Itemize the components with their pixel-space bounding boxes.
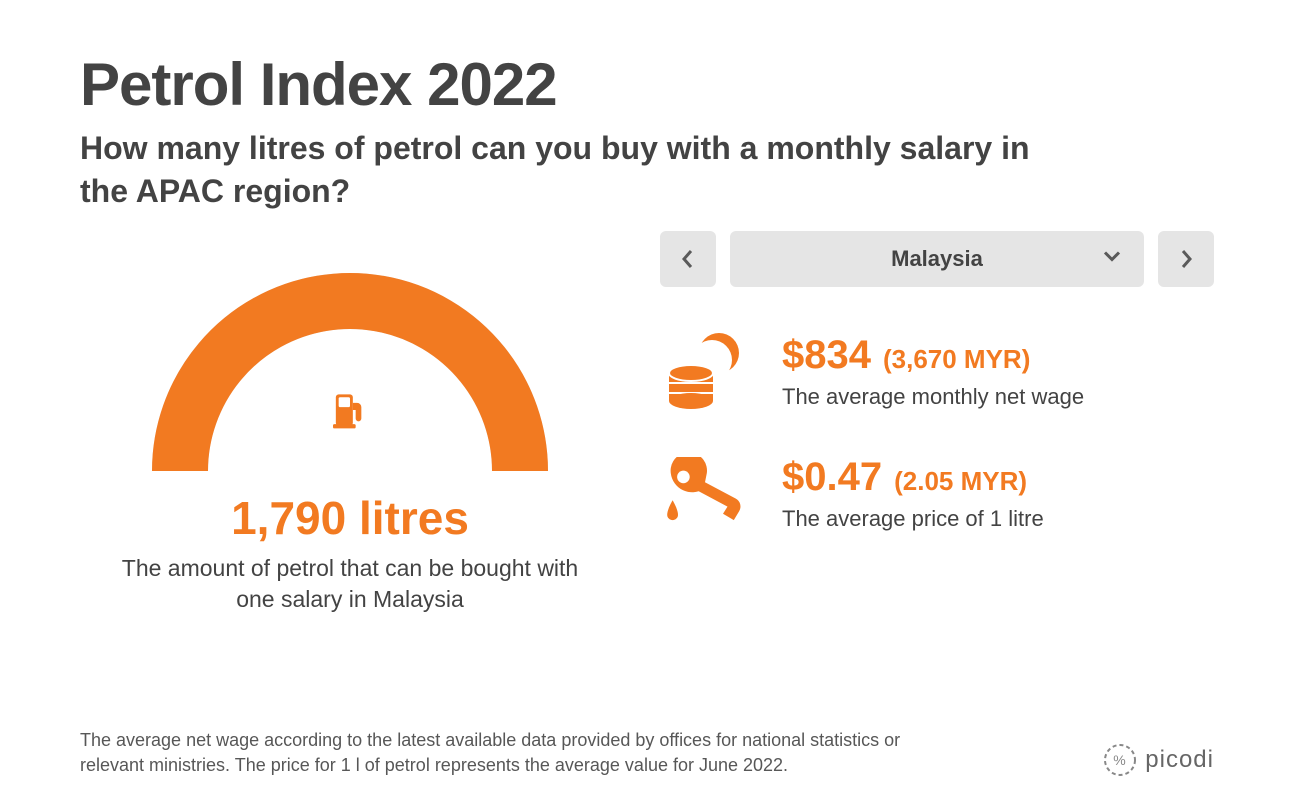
gauge-chart	[120, 241, 580, 471]
chevron-left-icon	[680, 249, 696, 269]
next-country-button[interactable]	[1158, 231, 1214, 287]
fuel-nozzle-icon	[660, 457, 750, 531]
svg-text:%: %	[1114, 752, 1127, 768]
brand-label: picodi	[1145, 746, 1214, 774]
litres-value: 1,790 litres	[100, 491, 600, 545]
stat-price-text: $0.47 (2.05 MYR) The average price of 1 …	[782, 455, 1044, 532]
right-panel: Malaysia	[620, 231, 1214, 655]
stat-wage-value: $834 (3,670 MYR)	[782, 333, 1084, 378]
stat-wage-main: $834	[782, 333, 871, 378]
stat-wage: $834 (3,670 MYR) The average monthly net…	[660, 331, 1214, 411]
stat-price-main: $0.47	[782, 455, 882, 500]
gauge-panel: 1,790 litres The amount of petrol that c…	[80, 231, 620, 655]
gauge-svg	[120, 241, 580, 471]
stat-price-caption: The average price of 1 litre	[782, 506, 1044, 532]
stat-price-sub: (2.05 MYR)	[894, 466, 1027, 497]
footnote: The average net wage according to the la…	[80, 728, 960, 777]
page-subtitle: How many litres of petrol can you buy wi…	[80, 127, 1080, 213]
brand-logo-icon: %	[1103, 743, 1137, 777]
page-title: Petrol Index 2022	[80, 50, 1214, 119]
stat-price-value: $0.47 (2.05 MYR)	[782, 455, 1044, 500]
stat-wage-caption: The average monthly net wage	[782, 384, 1084, 410]
stat-wage-text: $834 (3,670 MYR) The average monthly net…	[782, 333, 1084, 410]
litres-caption: The amount of petrol that can be bought …	[100, 553, 600, 615]
footer: The average net wage according to the la…	[80, 728, 1214, 777]
brand: % picodi	[1103, 743, 1214, 777]
stat-wage-sub: (3,670 MYR)	[883, 344, 1030, 375]
coins-icon	[660, 331, 750, 411]
litres-box: 1,790 litres The amount of petrol that c…	[80, 461, 620, 655]
stat-price: $0.47 (2.05 MYR) The average price of 1 …	[660, 455, 1214, 532]
fuel-pump-icon	[333, 391, 367, 429]
chevron-right-icon	[1178, 249, 1194, 269]
content-row: 1,790 litres The amount of petrol that c…	[80, 231, 1214, 655]
country-dropdown-label: Malaysia	[891, 246, 983, 272]
prev-country-button[interactable]	[660, 231, 716, 287]
infographic-page: Petrol Index 2022 How many litres of pet…	[0, 0, 1294, 803]
country-controls: Malaysia	[660, 231, 1214, 287]
country-dropdown[interactable]: Malaysia	[730, 231, 1144, 287]
chevron-down-icon	[1102, 250, 1122, 269]
